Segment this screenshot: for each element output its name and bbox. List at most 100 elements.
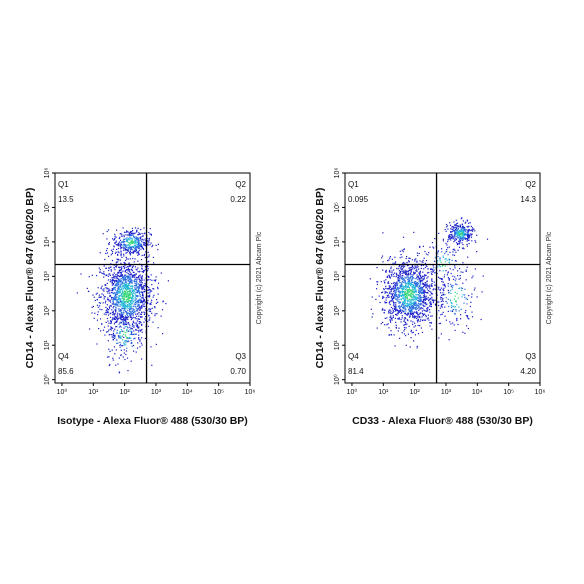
event-dot <box>126 337 128 339</box>
event-dot <box>136 242 138 244</box>
event-dot <box>413 292 415 294</box>
event-dot <box>96 343 98 345</box>
event-dot <box>132 280 134 282</box>
event-dot <box>135 250 137 252</box>
event-dot <box>394 345 396 347</box>
event-dot <box>400 301 402 303</box>
event-dot <box>128 276 130 279</box>
event-dot <box>140 228 142 231</box>
event-dot <box>404 299 406 301</box>
event-dot <box>128 234 130 236</box>
event-dot <box>414 334 416 336</box>
event-dot <box>460 240 462 242</box>
event-dot <box>141 268 143 270</box>
event-dot <box>127 298 129 300</box>
event-dot <box>136 237 138 239</box>
event-dot <box>415 296 417 298</box>
event-dot <box>99 269 101 271</box>
event-dot <box>441 297 443 299</box>
event-dot <box>421 261 423 263</box>
event-dot <box>461 247 464 249</box>
event-dot <box>403 326 406 329</box>
event-dot <box>138 244 140 246</box>
event-dot <box>141 288 143 291</box>
event-dot <box>119 322 121 324</box>
event-dot <box>139 329 141 331</box>
event-dot <box>133 292 135 294</box>
event-dot <box>138 271 140 273</box>
event-dot <box>138 249 140 251</box>
event-dot <box>447 254 449 256</box>
event-dot <box>397 276 399 278</box>
event-dot <box>388 292 390 294</box>
event-dot <box>413 316 415 318</box>
event-dot <box>460 287 462 289</box>
event-dot <box>425 274 427 276</box>
event-dot <box>412 321 414 323</box>
event-dot <box>440 261 442 263</box>
event-dot <box>441 281 443 283</box>
event-dot <box>444 261 447 263</box>
event-dot <box>124 358 126 361</box>
event-dot <box>411 290 413 292</box>
event-dot <box>87 290 90 293</box>
event-dot <box>134 274 136 276</box>
y-tick-label: 10⁶ <box>334 168 341 179</box>
event-dot <box>125 256 127 258</box>
event-dot <box>410 296 412 298</box>
event-dot <box>405 284 407 286</box>
event-dot <box>397 297 399 299</box>
event-dot <box>117 298 119 300</box>
event-dot <box>105 274 107 277</box>
event-dot <box>118 285 120 287</box>
event-dot <box>402 286 404 288</box>
event-dot <box>419 295 421 297</box>
event-dot <box>391 283 393 285</box>
event-dot <box>97 311 99 313</box>
event-dot <box>137 318 139 320</box>
event-dot <box>454 260 457 262</box>
event-dot <box>105 310 107 312</box>
event-dot <box>122 320 124 322</box>
x-tick-label: 10¹ <box>378 389 389 396</box>
event-dot <box>419 245 421 247</box>
event-dot <box>381 309 383 311</box>
event-dot <box>411 286 413 288</box>
event-dot <box>112 296 114 298</box>
event-dot <box>127 234 129 236</box>
event-dot <box>128 277 130 279</box>
event-dot <box>416 261 418 263</box>
event-dot <box>130 296 132 298</box>
event-dot <box>452 269 454 271</box>
event-dot <box>119 292 121 294</box>
event-dot <box>123 310 125 312</box>
event-dot <box>416 285 418 287</box>
event-dot <box>395 326 397 328</box>
event-dot <box>132 265 134 267</box>
event-dot <box>126 251 128 253</box>
event-dot <box>382 296 384 298</box>
event-dot <box>402 292 404 294</box>
event-dot <box>124 315 126 317</box>
event-dot <box>142 271 144 273</box>
event-dot <box>138 315 140 317</box>
event-dot <box>122 280 124 282</box>
event-dot <box>102 329 105 331</box>
event-dot <box>118 292 120 294</box>
event-dot <box>147 320 149 323</box>
event-dot <box>137 254 139 256</box>
event-dot <box>138 338 140 340</box>
event-dot <box>119 285 121 287</box>
event-dot <box>116 273 118 275</box>
event-dot <box>476 296 478 298</box>
event-dot <box>420 277 422 280</box>
event-dot <box>131 317 133 319</box>
event-dot <box>117 317 119 319</box>
y-tick-label: 10⁰ <box>333 374 341 385</box>
event-dot <box>438 304 440 307</box>
event-dot <box>422 300 424 303</box>
event-dot <box>413 326 415 328</box>
event-dot <box>139 279 141 281</box>
event-dot <box>115 316 117 318</box>
event-dot <box>457 270 459 272</box>
